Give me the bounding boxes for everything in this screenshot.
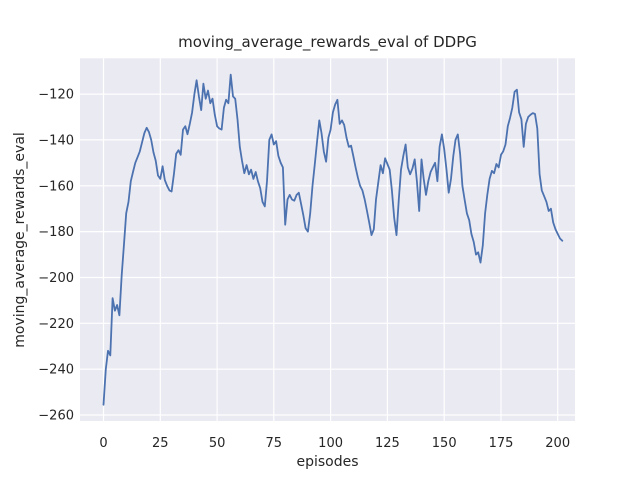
axes-background <box>80 58 575 422</box>
x-tick-label: 175 <box>489 436 514 451</box>
y-tick-label: −160 <box>38 179 74 194</box>
x-tick-label: 0 <box>99 436 107 451</box>
y-axis-label: moving_average_rewards_eval <box>12 132 28 348</box>
y-tick-label: −220 <box>38 317 74 332</box>
reward-curve-line <box>102 73 564 406</box>
chart-title: moving_average_rewards_eval of DDPG <box>178 33 477 52</box>
x-tick-label: 125 <box>375 436 400 451</box>
x-tick-label: 25 <box>152 436 169 451</box>
y-tick-label: −200 <box>38 271 74 286</box>
y-tick-label: −140 <box>38 133 74 148</box>
x-tick-label: 200 <box>545 436 570 451</box>
y-tick-label: −180 <box>38 225 74 240</box>
y-tick-label: −120 <box>38 88 74 103</box>
x-tick-label: 50 <box>209 436 226 451</box>
x-tick-label: 150 <box>432 436 457 451</box>
x-axis-label: episodes <box>296 454 358 470</box>
y-tick-label: −260 <box>38 409 74 424</box>
y-tick-label: −240 <box>38 363 74 378</box>
x-tick-label: 100 <box>318 436 343 451</box>
x-tick-labels: 0 25 50 75 100 125 150 175 200 <box>99 436 570 451</box>
x-tick-label: 75 <box>266 436 283 451</box>
y-tick-labels: −120 −140 −160 −180 −200 −220 −240 −260 <box>38 88 74 424</box>
